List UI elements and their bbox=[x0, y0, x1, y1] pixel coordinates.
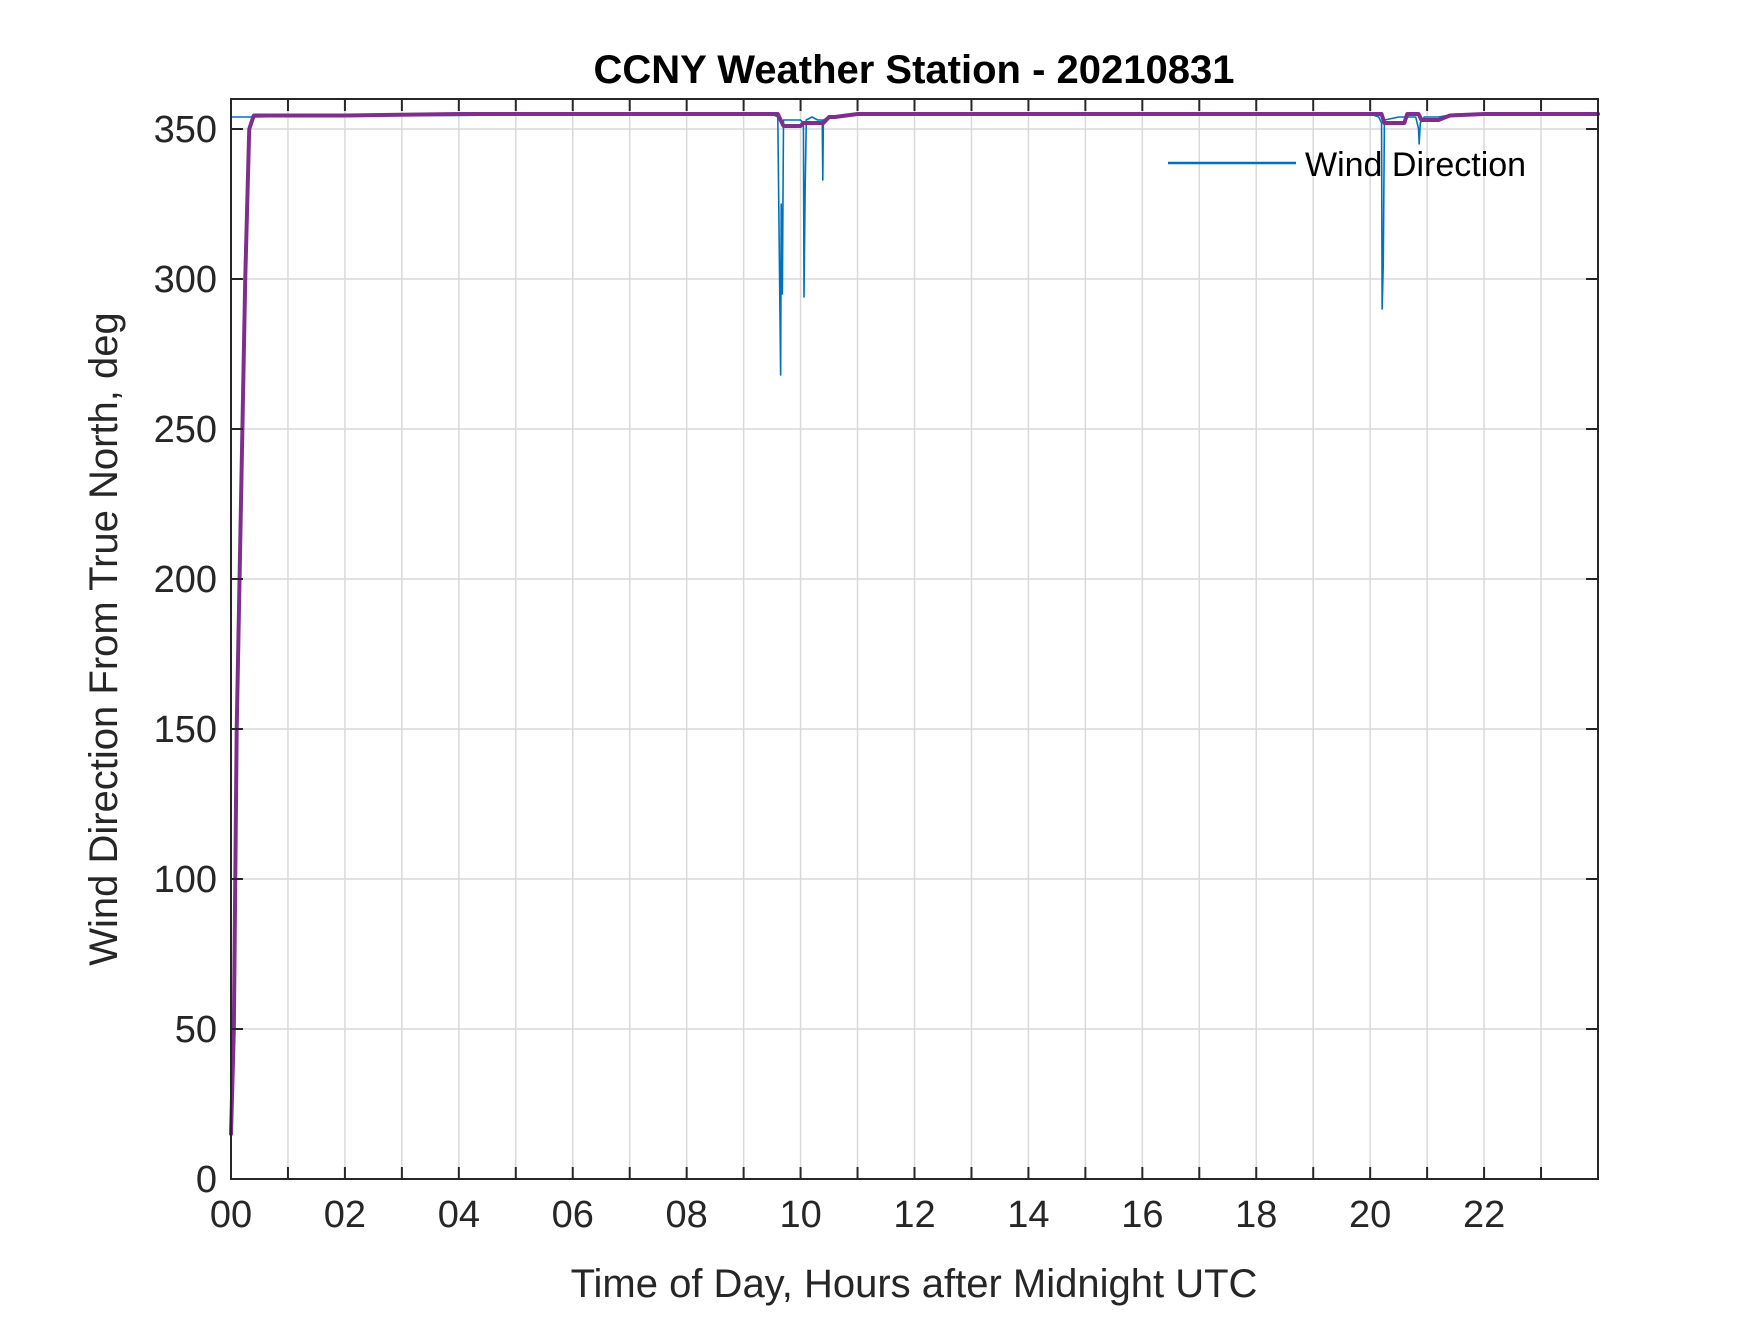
x-tick-label: 18 bbox=[1235, 1194, 1277, 1236]
series-line-smoothed bbox=[229, 112, 1600, 1136]
y-tick-label: 350 bbox=[154, 109, 217, 151]
x-axis-label: Time of Day, Hours after Midnight UTC bbox=[571, 1262, 1258, 1306]
tick-label-layer: 0 50 100 150 200 250 300 350 00 02 04 06 08 10 12 14 16 1… bbox=[154, 109, 1506, 1236]
x-tick-label: 10 bbox=[779, 1194, 821, 1236]
y-tick-label: 0 bbox=[196, 1159, 217, 1201]
x-tick-label: 22 bbox=[1463, 1194, 1505, 1236]
legend: Wind Direction bbox=[1168, 146, 1526, 184]
x-tick-label: 16 bbox=[1121, 1194, 1163, 1236]
chart-title: CCNY Weather Station - 20210831 bbox=[594, 48, 1235, 92]
y-tick-label: 250 bbox=[154, 409, 217, 451]
x-tick-label: 08 bbox=[666, 1194, 708, 1236]
tick-layer bbox=[231, 99, 1598, 1180]
x-tick-label: 04 bbox=[438, 1194, 480, 1236]
x-tick-label: 12 bbox=[893, 1194, 935, 1236]
x-tick-label: 20 bbox=[1349, 1194, 1391, 1236]
x-tick-label: 02 bbox=[324, 1194, 366, 1236]
legend-label-wind-direction: Wind Direction bbox=[1305, 146, 1526, 184]
y-axis-label: Wind Direction From True North, deg bbox=[82, 312, 126, 966]
y-tick-label: 300 bbox=[154, 259, 217, 301]
x-tick-label: 06 bbox=[552, 1194, 594, 1236]
x-tick-label: 00 bbox=[210, 1194, 252, 1236]
series-layer bbox=[229, 112, 1600, 1136]
y-tick-label: 150 bbox=[154, 709, 217, 751]
x-tick-label: 14 bbox=[1007, 1194, 1049, 1236]
y-tick-label: 200 bbox=[154, 559, 217, 601]
grid-layer bbox=[231, 99, 1598, 1179]
y-tick-label: 50 bbox=[175, 1009, 217, 1051]
y-tick-label: 100 bbox=[154, 859, 217, 901]
